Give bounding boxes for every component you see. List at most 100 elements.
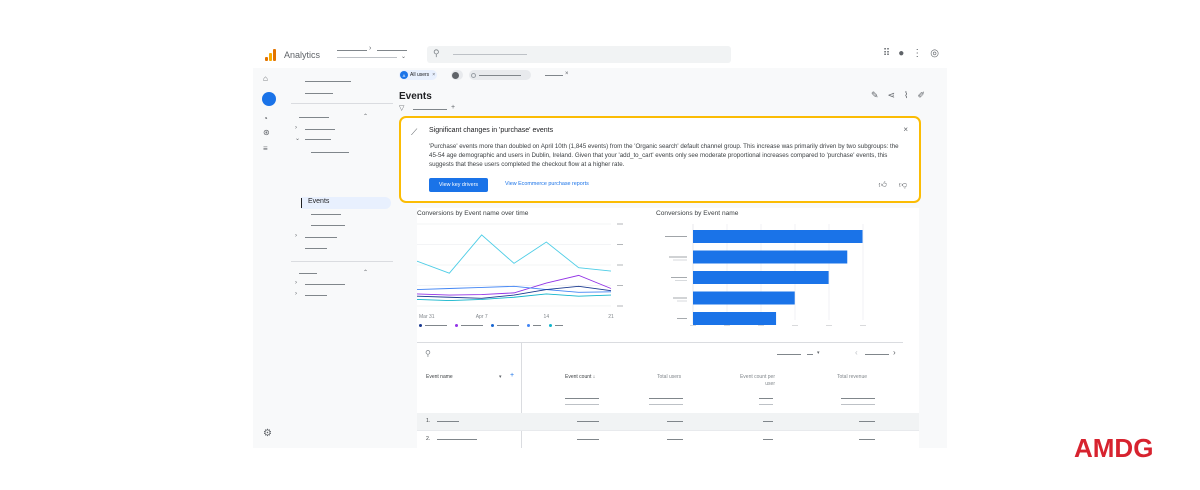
account-circle-icon[interactable]: ● [898,48,905,59]
close-icon[interactable]: × [903,125,908,134]
profile-icon[interactable]: ◎ [930,48,939,59]
row-cell [667,439,683,440]
nav-item[interactable] [311,214,341,215]
advertising-icon[interactable]: ⊛ [263,128,270,137]
legend-item[interactable] [455,324,483,327]
add-comparison-placeholder[interactable] [545,75,563,76]
more-vert-icon[interactable]: ⋮ [912,48,923,59]
feedback-buttons: 👍︎ 👎︎ [879,180,908,190]
home-icon[interactable]: ⌂ [263,74,268,83]
search-box[interactable]: ⚲ [427,46,731,63]
bar-3 [693,291,795,305]
nav-item[interactable] [311,225,345,226]
property-selector[interactable] [377,50,407,51]
total-users [649,398,683,399]
table-search-icon[interactable]: ⚲ [425,349,431,358]
row-cell [667,421,683,422]
row-rank: 2. [426,436,431,442]
col-header-events-per-user[interactable]: Event count per user [739,374,775,387]
chart-legend [419,324,563,327]
nav-item[interactable] [305,284,345,285]
share-icon[interactable]: ⋖ [887,90,896,100]
nav-item[interactable] [305,139,331,140]
comparison-chip[interactable] [451,70,463,80]
legend-item[interactable] [527,324,541,327]
line-series-3 [417,285,612,299]
thumbs-down-icon[interactable]: 👎︎ [898,180,907,189]
close-icon[interactable]: × [565,71,569,77]
all-users-chip[interactable]: A All users × [399,70,437,80]
prev-page-icon[interactable]: ‹ [855,348,858,357]
row-rank: 1. [426,418,431,424]
chevron-right-icon[interactable]: › [295,125,297,131]
total-sub [759,404,773,405]
apps-icon[interactable]: ⠿ [882,48,891,59]
nav-item[interactable] [305,248,327,249]
chevron-up-icon[interactable]: ⌃ [363,270,369,276]
nav-item[interactable] [305,81,351,82]
nav-section-title [299,117,329,118]
legend-item[interactable] [549,324,563,327]
nav-item[interactable] [305,295,327,296]
filter-placeholder[interactable] [413,109,447,110]
segment-avatar-icon [471,72,476,78]
insight-card: ⟋ Significant changes in 'purchase' even… [399,116,921,203]
explore-icon[interactable]: ◔ [263,114,268,123]
table-divider [417,342,903,343]
customize-icon[interactable]: ✐ [917,90,925,100]
account-selector[interactable] [337,50,367,51]
segment-chip[interactable] [469,70,531,80]
nav-item[interactable] [305,129,335,130]
page-indicator [865,354,889,355]
nav-item[interactable] [311,152,349,153]
view-key-drivers-button[interactable]: View key drivers [429,178,488,192]
icon-rail: ⌂ ◔ ⊛ ≡ ⚙ [253,68,285,448]
legend-item[interactable] [419,324,447,327]
line-series-1 [417,274,612,296]
close-icon[interactable]: × [432,72,436,78]
col-header-event-count[interactable]: Event count ↓ [565,374,596,380]
view-ecommerce-link[interactable]: View Ecommerce purchase reports [505,181,589,187]
nav-item[interactable] [305,93,333,94]
total-per-user [759,398,773,399]
filter-icon[interactable]: ▽ [399,105,405,112]
col-header-total-users[interactable]: Total users [657,374,682,380]
line-series-0 [417,234,612,274]
chevron-right-icon[interactable]: › [295,291,297,297]
report-card: Conversions by Event name over time Conv… [417,208,919,448]
chevron-right-icon[interactable]: › [295,280,297,286]
sort-dropdown-icon[interactable]: ▾ [499,374,502,380]
dropdown-icon[interactable]: ▾ [817,350,820,356]
add-dimension-icon[interactable]: + [510,372,515,379]
col-header-total-revenue[interactable]: Total revenue [837,374,868,380]
next-page-icon[interactable]: › [893,348,896,357]
property-name-placeholder [337,57,397,58]
legend-item[interactable] [491,324,519,327]
list-icon[interactable]: ≡ [263,144,268,153]
app-title: Analytics [284,50,321,60]
total-event-count [565,398,599,399]
chevron-down-icon[interactable]: ⌄ [295,136,301,142]
edit-report-icon[interactable]: ✎ [870,90,879,100]
chevron-right-icon[interactable]: › [295,233,297,239]
settings-icon[interactable]: ⚙ [263,428,272,439]
row-event-name[interactable] [437,439,477,440]
reports-icon[interactable] [262,92,276,106]
bar-4 [693,312,777,325]
chevron-up-icon[interactable]: ⌃ [363,114,369,120]
add-filter-icon[interactable]: + [451,104,456,111]
insights-icon[interactable]: ⌇ [904,90,909,100]
toolbar-icons: ⠿ ● ⋮ ◎ [883,48,939,60]
nav-item[interactable] [305,237,337,238]
col-header-event-name[interactable]: Event name [426,374,453,380]
rows-per-page[interactable] [777,354,801,355]
rows-per-page-value[interactable] [807,354,813,355]
chevron-down-icon[interactable]: ⌄ [401,54,407,60]
row-cell [859,439,875,440]
sidebar-item-events[interactable]: Events [301,197,391,209]
row-event-name[interactable] [437,421,459,422]
col-header-label: Event count [565,374,592,380]
thumbs-up-icon[interactable]: 👍︎ [878,180,887,189]
search-placeholder [453,54,527,55]
insight-title: Significant changes in 'purchase' events [429,127,554,134]
